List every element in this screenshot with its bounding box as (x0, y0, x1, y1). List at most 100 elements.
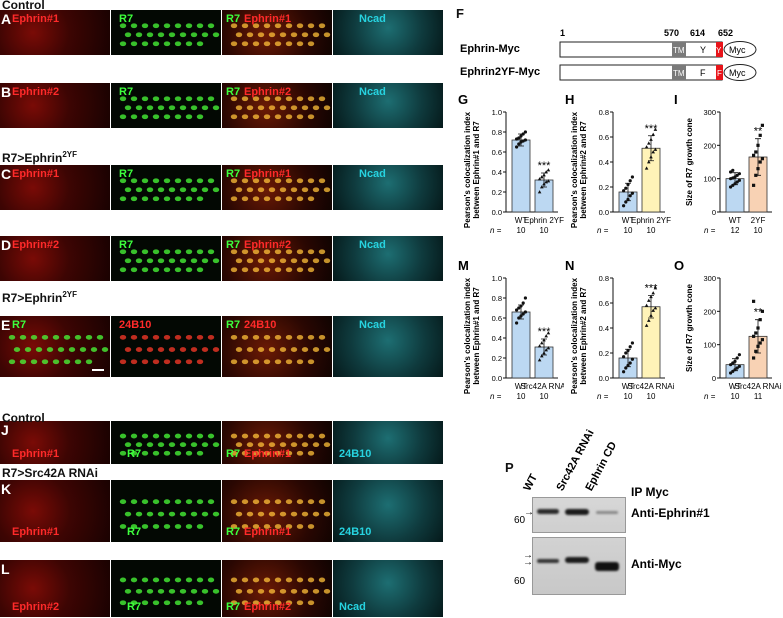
cell-spot (274, 249, 282, 255)
cell-spot (318, 23, 326, 29)
cell-spot (323, 258, 331, 264)
cell-spot (135, 32, 143, 38)
tm-domain-2 (672, 65, 686, 80)
data-point (519, 134, 523, 138)
cell-spot (235, 258, 243, 264)
channel-label: Ephrin#1 (12, 448, 60, 460)
cell-spot (279, 187, 287, 193)
cell-spot (296, 499, 304, 505)
cell-spot (163, 178, 171, 184)
data-point (540, 185, 544, 189)
data-point (653, 306, 658, 310)
cell-spot (157, 347, 165, 352)
cell-pattern (230, 433, 331, 456)
cell-spot (252, 499, 260, 505)
data-point (628, 345, 632, 349)
micrograph-b-4: Ncad (333, 83, 443, 128)
cell-spot (163, 196, 171, 202)
cell-spot (307, 23, 315, 29)
data-point (737, 353, 741, 357)
micrograph-c-2: R7 (111, 165, 221, 210)
channel-label: Ncad (359, 13, 386, 25)
cell-spot (152, 96, 160, 102)
channel-label: 24B10 (339, 526, 372, 538)
cell-pattern (119, 178, 220, 202)
cell-spot (157, 187, 165, 193)
construct-name-2: Ephrin2YF-Myc (460, 66, 540, 78)
cell-spot (185, 334, 193, 340)
cell-spot (174, 23, 182, 29)
cell-spot (307, 267, 315, 273)
micrograph-k-4: 24B10 (333, 480, 443, 542)
data-point (651, 291, 655, 295)
cell-spot (174, 499, 182, 505)
data-point (756, 167, 760, 171)
cell-spot (241, 196, 249, 202)
data-point (731, 361, 735, 365)
data-point (546, 331, 551, 335)
data-point (733, 359, 737, 363)
cell-spot (141, 433, 149, 439)
channel-label: R7 (119, 86, 134, 98)
data-point (737, 178, 741, 182)
category-label: WT (515, 382, 528, 391)
cell-spot (152, 600, 160, 606)
cell-spot (230, 196, 238, 202)
n-count: 10 (754, 226, 763, 235)
cell-spot (207, 499, 215, 505)
cell-spot (279, 588, 287, 594)
data-point (628, 361, 632, 365)
cell-spot (279, 32, 287, 38)
cell-spot (263, 41, 271, 47)
y-tick-label: 1.0 (492, 108, 502, 117)
cell-spot (301, 511, 309, 517)
data-point (737, 364, 741, 368)
micrograph-d-2: R7 (111, 236, 221, 281)
band-top-wt (537, 509, 559, 514)
cell-spot (163, 23, 171, 29)
cell-spot (318, 577, 326, 583)
cell-spot (130, 577, 138, 583)
data-point (622, 204, 626, 208)
cell-spot (207, 433, 215, 439)
cell-spot (257, 442, 265, 448)
cell-spot (230, 433, 238, 439)
cell-spot (119, 450, 127, 456)
channel-label: Ncad (359, 86, 386, 98)
cell-spot (141, 196, 149, 202)
cell-spot (119, 178, 127, 184)
cell-spot (296, 334, 304, 340)
cell-spot (57, 347, 65, 352)
cell-spot (290, 187, 298, 193)
cell-spot (212, 347, 220, 352)
y-tick-label: 0.6 (492, 148, 502, 157)
cell-spot (230, 96, 238, 102)
data-point (523, 130, 527, 134)
position-614: 614 (690, 28, 705, 38)
cell-spot (285, 196, 293, 202)
cell-spot (130, 359, 138, 365)
cell-spot (46, 347, 54, 352)
data-point (519, 304, 523, 308)
data-point (756, 344, 760, 348)
data-point (735, 356, 739, 360)
cell-spot (263, 600, 271, 606)
micrograph-l-1: Ephrin#2 L (0, 560, 110, 617)
micrograph-j-2: R7 (111, 421, 221, 464)
data-point (624, 351, 628, 355)
cell-spot (24, 347, 32, 352)
cell-spot (257, 511, 265, 517)
cell-spot (323, 511, 331, 517)
cell-spot (130, 249, 138, 255)
blot-top (532, 497, 626, 533)
cell-spot (268, 347, 276, 352)
cell-pattern (119, 23, 220, 47)
category-label: Src42A RNAi (628, 382, 675, 391)
micrograph-d-1: Ephrin#2 D (0, 236, 110, 281)
cell-spot (196, 114, 204, 120)
cell-spot (241, 577, 249, 583)
cell-spot (279, 511, 287, 517)
cell-spot (241, 450, 249, 456)
bar-chart-o: O Size of R7 growth cone 0 100 200 300 ** WT10S… (674, 258, 782, 401)
cell-spot (201, 347, 209, 352)
